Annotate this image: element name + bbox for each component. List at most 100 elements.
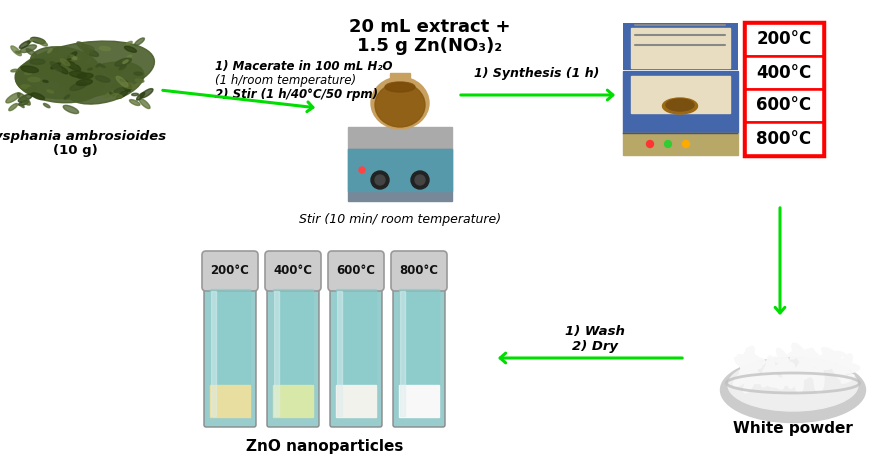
Ellipse shape — [121, 82, 136, 89]
Text: White powder: White powder — [733, 421, 853, 436]
Bar — [744, 22, 824, 156]
Ellipse shape — [6, 93, 20, 103]
Bar — [336, 385, 376, 417]
Ellipse shape — [31, 93, 44, 100]
Ellipse shape — [411, 171, 429, 189]
Ellipse shape — [43, 103, 50, 108]
Ellipse shape — [801, 368, 804, 377]
Ellipse shape — [27, 86, 36, 91]
Ellipse shape — [777, 368, 784, 374]
Ellipse shape — [739, 368, 749, 373]
Ellipse shape — [108, 71, 114, 74]
Bar — [745, 122, 823, 155]
Ellipse shape — [30, 59, 45, 64]
Ellipse shape — [19, 94, 32, 102]
Ellipse shape — [797, 367, 821, 377]
Ellipse shape — [766, 356, 773, 377]
Text: 200°C: 200°C — [211, 265, 250, 277]
Text: 1) Macerate in 100 mL H₂O: 1) Macerate in 100 mL H₂O — [215, 60, 392, 73]
Bar — [631, 28, 730, 68]
Bar — [210, 385, 250, 417]
Ellipse shape — [83, 48, 98, 56]
Ellipse shape — [835, 358, 847, 371]
Ellipse shape — [766, 370, 783, 389]
Ellipse shape — [782, 363, 789, 379]
Ellipse shape — [789, 372, 802, 381]
Ellipse shape — [744, 376, 751, 383]
Ellipse shape — [415, 175, 425, 185]
Ellipse shape — [136, 79, 144, 82]
Ellipse shape — [66, 61, 81, 71]
Ellipse shape — [47, 90, 54, 93]
Ellipse shape — [790, 352, 801, 359]
FancyBboxPatch shape — [267, 283, 319, 427]
Ellipse shape — [811, 374, 819, 381]
Ellipse shape — [72, 57, 81, 60]
Ellipse shape — [805, 350, 815, 353]
Ellipse shape — [99, 47, 111, 51]
Ellipse shape — [28, 77, 40, 82]
Ellipse shape — [839, 354, 852, 377]
Ellipse shape — [76, 79, 92, 85]
FancyBboxPatch shape — [393, 283, 445, 427]
Bar — [337, 291, 342, 416]
Ellipse shape — [768, 372, 777, 377]
Ellipse shape — [112, 82, 123, 87]
Ellipse shape — [64, 55, 73, 58]
Ellipse shape — [720, 357, 866, 423]
Bar — [399, 289, 439, 384]
Ellipse shape — [682, 141, 689, 148]
Ellipse shape — [792, 343, 810, 366]
Bar — [210, 289, 250, 384]
Ellipse shape — [70, 71, 87, 77]
Ellipse shape — [835, 351, 846, 356]
Ellipse shape — [18, 93, 30, 105]
Ellipse shape — [70, 55, 77, 60]
Ellipse shape — [16, 41, 154, 99]
Text: (1 h/room temperature): (1 h/room temperature) — [215, 74, 356, 87]
Ellipse shape — [19, 103, 24, 108]
Bar — [745, 89, 823, 122]
Ellipse shape — [815, 351, 830, 370]
Ellipse shape — [728, 359, 858, 411]
Ellipse shape — [60, 83, 67, 86]
Ellipse shape — [772, 363, 785, 372]
Text: 800°C: 800°C — [757, 130, 812, 148]
Ellipse shape — [795, 358, 807, 379]
Ellipse shape — [741, 373, 761, 384]
Ellipse shape — [125, 46, 136, 52]
Ellipse shape — [57, 66, 68, 74]
Bar — [745, 56, 823, 89]
Ellipse shape — [781, 360, 789, 381]
Ellipse shape — [81, 45, 94, 50]
Ellipse shape — [116, 76, 128, 87]
Ellipse shape — [43, 80, 48, 82]
Ellipse shape — [88, 68, 92, 70]
Ellipse shape — [100, 65, 105, 68]
Ellipse shape — [746, 356, 758, 377]
Ellipse shape — [31, 37, 45, 44]
Bar — [274, 291, 279, 416]
Ellipse shape — [75, 52, 89, 64]
Text: Stir (10 min/ room temperature): Stir (10 min/ room temperature) — [299, 213, 501, 226]
Ellipse shape — [787, 363, 796, 388]
Ellipse shape — [19, 101, 28, 105]
Text: 2) Stir (1 h/40°C/50 rpm): 2) Stir (1 h/40°C/50 rpm) — [215, 88, 378, 101]
Ellipse shape — [117, 90, 128, 99]
Ellipse shape — [375, 175, 385, 185]
Ellipse shape — [27, 39, 34, 43]
Ellipse shape — [15, 57, 105, 103]
Ellipse shape — [748, 373, 760, 378]
Ellipse shape — [126, 41, 132, 45]
Ellipse shape — [812, 352, 820, 359]
FancyBboxPatch shape — [328, 251, 384, 291]
Ellipse shape — [48, 49, 52, 53]
Bar — [348, 149, 452, 201]
Ellipse shape — [734, 357, 750, 370]
Ellipse shape — [30, 47, 99, 83]
Text: ZnO nanoparticles: ZnO nanoparticles — [245, 439, 403, 454]
Bar — [273, 289, 313, 384]
Ellipse shape — [841, 375, 854, 383]
FancyBboxPatch shape — [330, 283, 382, 427]
Ellipse shape — [741, 346, 754, 370]
